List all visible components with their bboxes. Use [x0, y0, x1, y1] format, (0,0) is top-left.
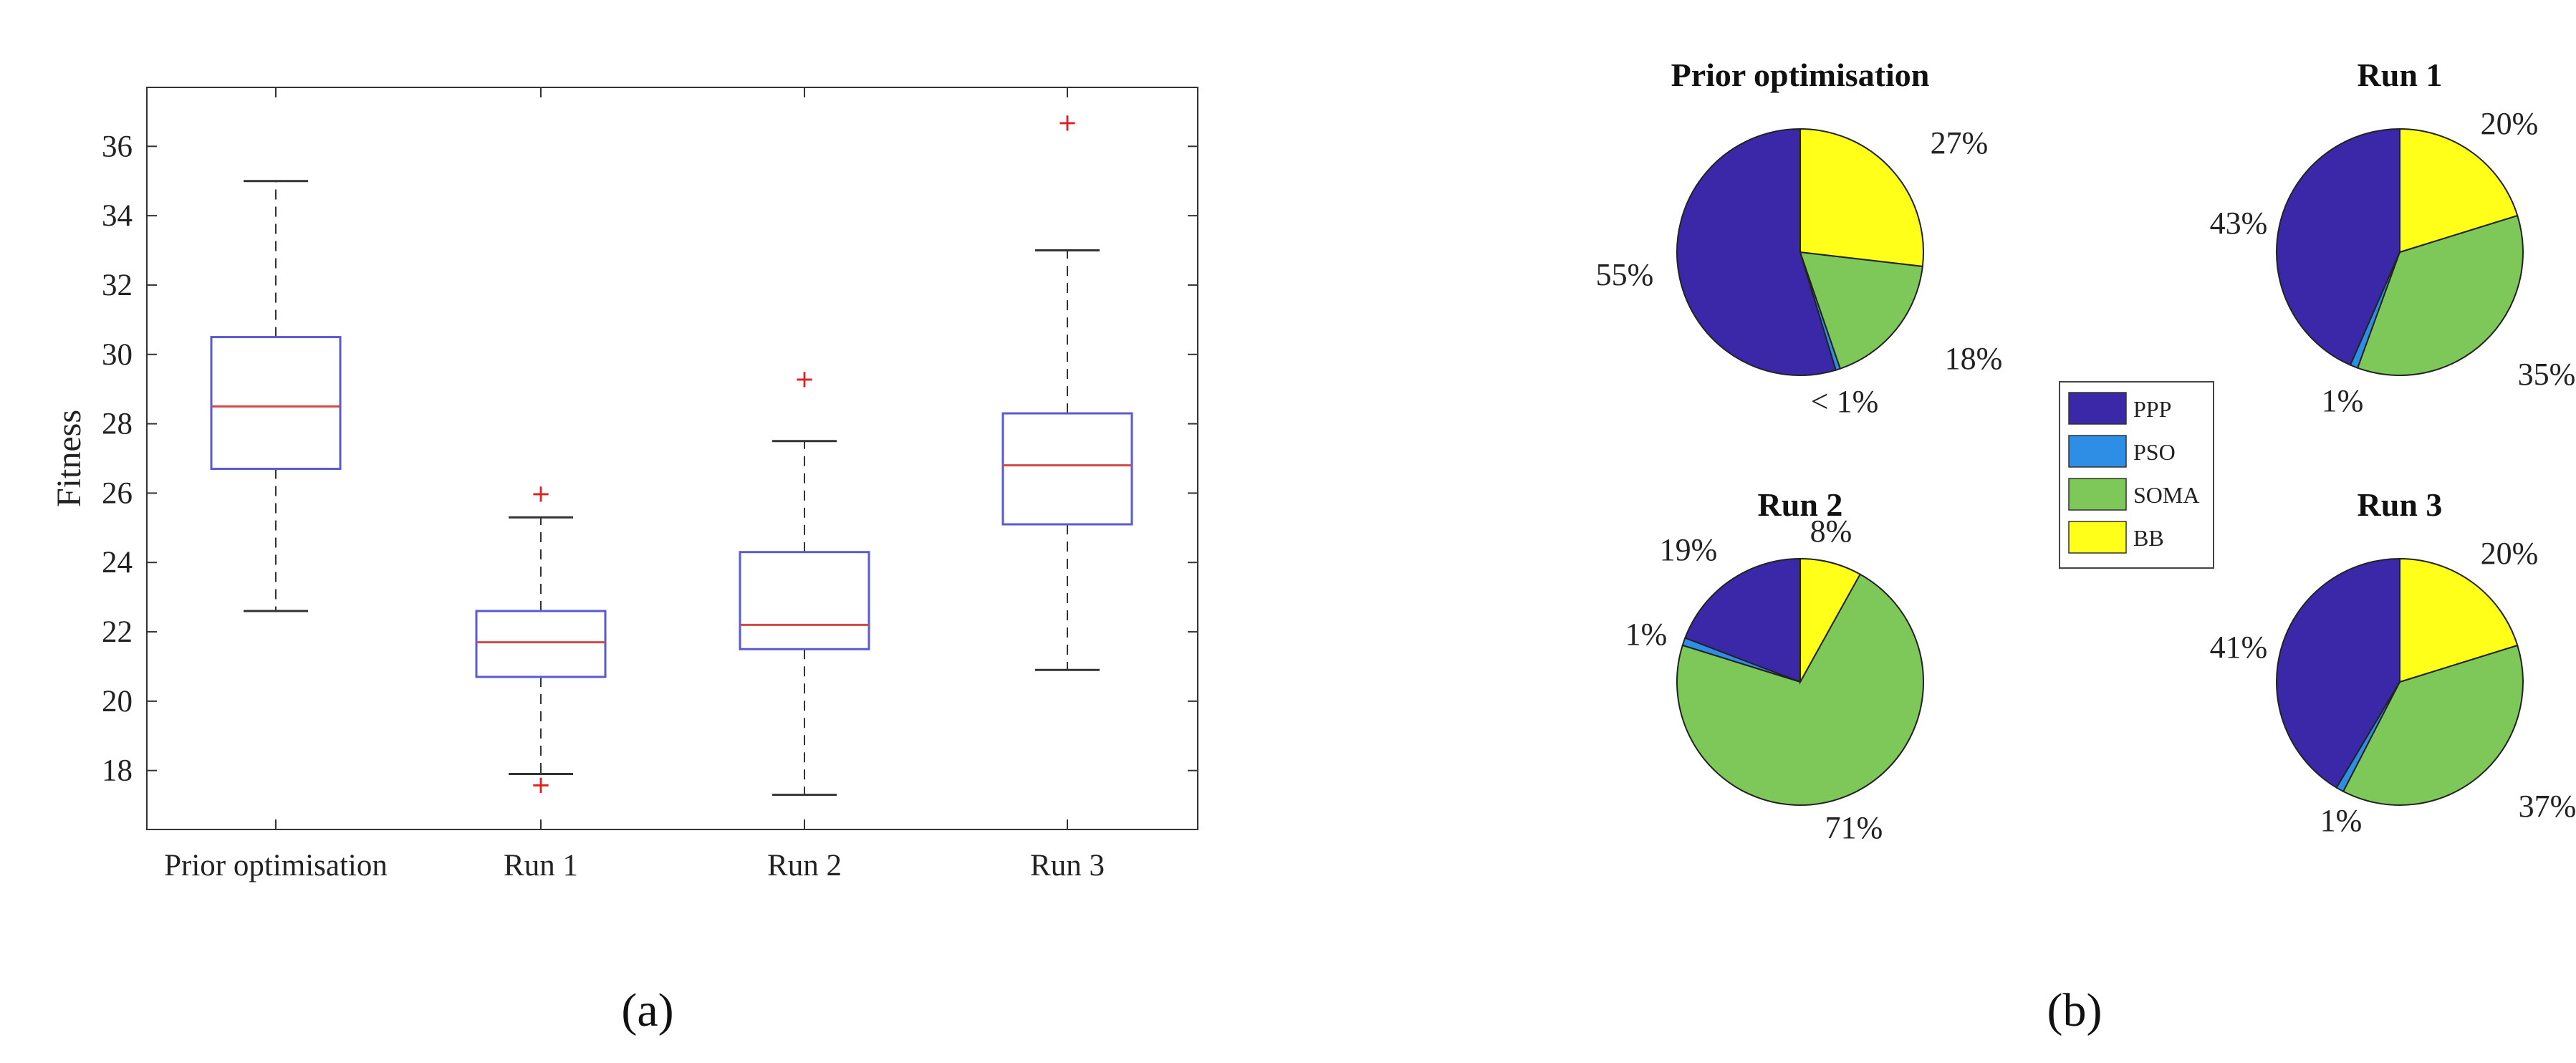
legend-label: PSO: [2133, 439, 2176, 465]
panel-label-b: (b): [2047, 984, 2102, 1036]
pie-percent-label: 55%: [1596, 257, 1654, 292]
box-4: +: [1001, 108, 1133, 671]
pie-title: Run 1: [2358, 57, 2443, 93]
legend-label: SOMA: [2133, 482, 2199, 508]
iqr-box: [739, 551, 870, 650]
pie-percent-label: 1%: [2322, 383, 2364, 418]
legend-swatch-soma: [2068, 478, 2127, 511]
pie-slice-soma: [1676, 573, 1924, 806]
pie-slice-ppp: [1676, 128, 1837, 376]
pie-4: Run 3 41% 1% 37% 20%: [2210, 486, 2576, 838]
pie-percent-label: 71%: [1825, 810, 1883, 845]
pie-percent-label: 37%: [2519, 789, 2576, 824]
pie-title: Run 3: [2358, 486, 2443, 523]
legend: PPP PSO SOMA BB: [2059, 381, 2214, 569]
pie-percent-label: 27%: [1931, 125, 1989, 160]
y-tick-label: 26: [102, 476, 133, 510]
pie-slice-ppp: [2276, 557, 2400, 789]
outlier-marker: +: [1057, 108, 1078, 137]
pie-percent-label: 20%: [2481, 536, 2539, 571]
pie-1: Prior optimisation 55% < 1% 18% 27%: [1596, 57, 2003, 419]
pie-slice-ppp: [1684, 557, 1801, 683]
panel-label-a: (a): [621, 984, 673, 1036]
y-tick-label: 30: [102, 338, 133, 372]
pie-percent-label: 18%: [1945, 341, 2003, 376]
pie-slice-soma: [2356, 214, 2524, 376]
pie-slice-soma: [2342, 644, 2524, 806]
legend-swatch-bb: [2068, 521, 2127, 554]
y-tick-label: 18: [102, 754, 133, 788]
iqr-box: [475, 610, 607, 678]
pie-slice-bb: [2399, 557, 2519, 683]
iqr-box: [210, 336, 342, 471]
x-tick-label: Run 1: [504, 849, 578, 882]
y-tick-label: 34: [102, 199, 133, 233]
y-tick-label: 28: [102, 408, 133, 441]
box-3: +: [739, 365, 870, 797]
x-tick-label: Prior optimisation: [164, 849, 388, 882]
outlier-marker: +: [531, 771, 552, 799]
legend-label: BB: [2133, 525, 2164, 551]
pie-percent-label: 20%: [2481, 106, 2539, 141]
y-axis-label: Fitness: [50, 410, 88, 507]
outlier-marker: +: [531, 479, 552, 508]
pie-percent-label: 41%: [2210, 630, 2268, 665]
legend-swatch-ppp: [2068, 392, 2127, 425]
y-tick-label: 24: [102, 546, 133, 579]
x-tick-label: Run 3: [1030, 849, 1105, 882]
pie-percent-label: 1%: [1625, 617, 1668, 652]
box-2: ++: [475, 479, 607, 799]
legend-label: PPP: [2133, 396, 2171, 422]
y-tick-label: 32: [102, 269, 133, 302]
y-tick-label: 20: [102, 685, 133, 718]
boxplot-axes-frame: [146, 87, 1198, 830]
y-tick-label: 22: [102, 615, 133, 649]
pie-slice-ppp: [2276, 128, 2400, 366]
legend-swatch-pso: [2068, 435, 2127, 468]
pie-percent-label: < 1%: [1811, 384, 1878, 419]
pie-slice-soma: [1799, 251, 1923, 370]
x-tick-label: Run 2: [767, 849, 842, 882]
boxplot-panel: Fitness 18 20 22 24 26 28 30 32 34 36 Prior optim…: [50, 87, 1198, 882]
pie-panel: Prior optimisation 55% < 1% 18% 27% Run 1 43% 1…: [1596, 57, 2576, 845]
pie-percent-label: 35%: [2518, 357, 2576, 392]
pie-slice-bb: [2399, 128, 2519, 254]
pie-3: Run 2 19% 1% 71% 8%: [1625, 486, 1924, 845]
pie-slice-bb: [1799, 128, 1924, 267]
iqr-box: [1001, 412, 1133, 526]
box-1: [210, 180, 342, 612]
y-tick-label: 36: [102, 130, 133, 163]
pie-percent-label: 1%: [2320, 803, 2363, 838]
pie-title: Prior optimisation: [1671, 57, 1930, 93]
outlier-marker: +: [794, 365, 815, 394]
pie-2: Run 1 43% 1% 35% 20%: [2210, 57, 2576, 418]
pie-percent-label: 43%: [2210, 206, 2268, 241]
pie-slice-bb: [1799, 557, 1861, 685]
pie-percent-label: 19%: [1660, 532, 1718, 567]
pie-title: Run 2: [1758, 486, 1843, 523]
pie-percent-label: 8%: [1810, 514, 1852, 549]
